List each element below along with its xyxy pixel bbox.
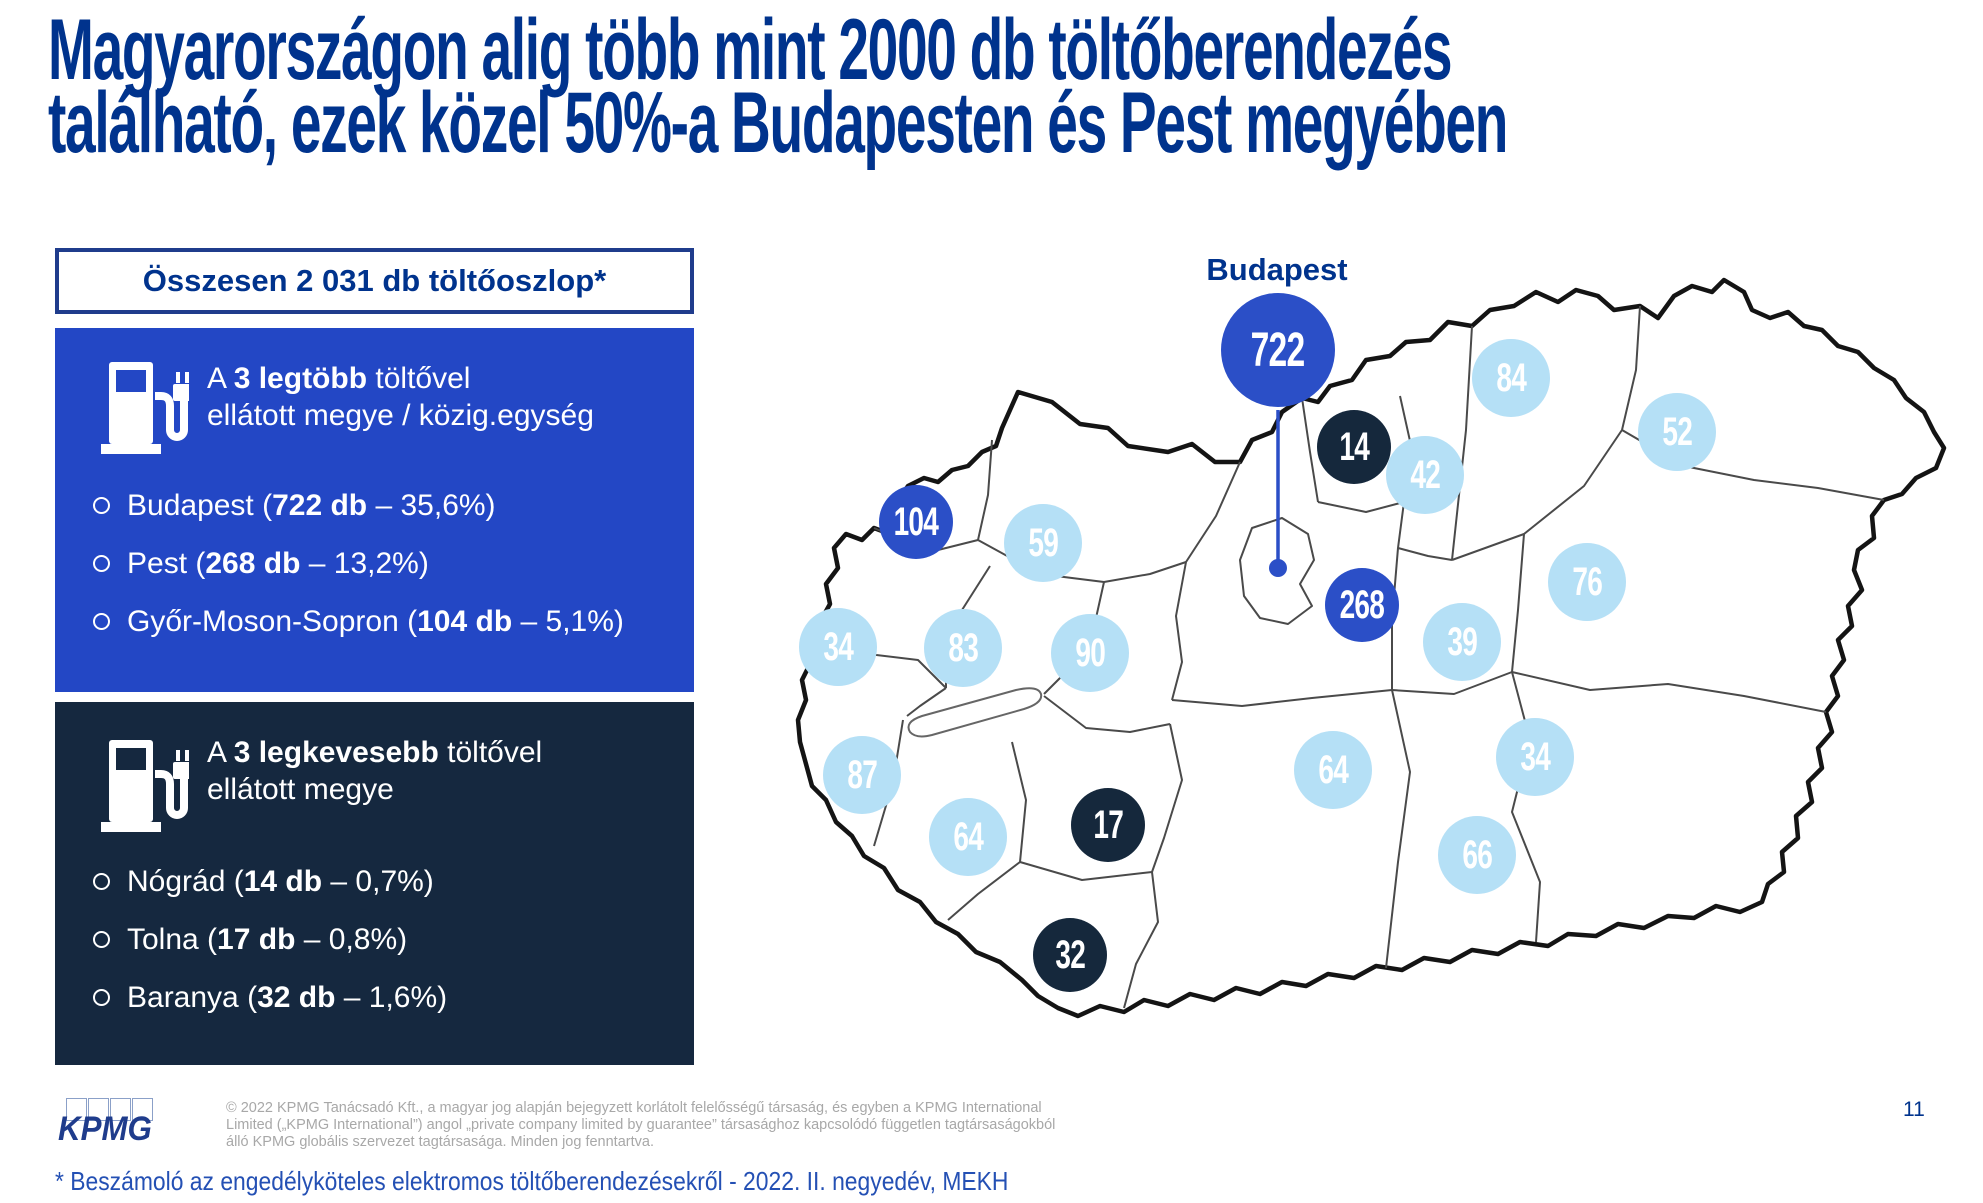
list-item: Baranya (32 db – 1,6%) xyxy=(93,982,447,1013)
source-footnote: * Beszámoló az engedélyköteles elektromo… xyxy=(55,1166,1009,1196)
list-item: Tolna (17 db – 0,8%) xyxy=(93,924,447,955)
item-prefix: Tolna ( xyxy=(127,923,218,956)
bullet-circle-icon xyxy=(93,497,110,514)
budapest-dot xyxy=(1269,559,1287,577)
bullet-circle-icon xyxy=(93,555,110,572)
item-value: 104 db xyxy=(417,605,513,638)
list-item: Győr-Moson-Sopron (104 db – 5,1%) xyxy=(93,606,624,637)
heading-pre: A xyxy=(207,736,234,769)
bottom-panel-list: Nógrád (14 db – 0,7%) Tolna (17 db – 0,8… xyxy=(93,866,447,1013)
page-title: Magyarországon alig több mint 2000 db tö… xyxy=(48,2,1508,171)
item-value: 17 db xyxy=(217,923,296,956)
item-value: 14 db xyxy=(243,865,323,898)
item-suffix: – 0,8%) xyxy=(295,923,408,956)
top-panel-heading: A 3 legtöbb töltővel ellátott megye / kö… xyxy=(207,360,594,434)
list-item: Pest (268 db – 13,2%) xyxy=(93,548,624,579)
heading-bold: 3 legkevesebb xyxy=(233,736,439,769)
item-suffix: – 1,6%) xyxy=(335,981,448,1014)
bullet-circle-icon xyxy=(93,873,110,890)
hungary-outline xyxy=(795,277,1947,1019)
bullet-circle-icon xyxy=(93,989,110,1006)
heading-pre: A xyxy=(207,362,234,395)
budapest-label: Budapest xyxy=(1206,252,1348,287)
bottom-panel-heading: A 3 legkevesebb töltővel ellátott megye xyxy=(207,734,542,808)
item-value: 722 db xyxy=(272,489,368,522)
total-chargers-box: Összesen 2 031 db töltőoszlop* xyxy=(55,248,694,314)
item-value: 268 db xyxy=(205,547,301,580)
top-counties-panel: A 3 legtöbb töltővel ellátott megye / kö… xyxy=(55,328,694,692)
heading-bold: 3 legtöbb xyxy=(233,362,368,395)
heading-post: töltővel xyxy=(438,736,543,769)
item-prefix: Nógrád ( xyxy=(127,865,244,898)
lake-balaton xyxy=(907,687,1043,738)
county-borders xyxy=(811,305,1885,1009)
heading-line2: ellátott megye / közig.egység xyxy=(207,399,594,432)
page-number: 11 xyxy=(1903,1098,1925,1121)
list-item: Nógrád (14 db – 0,7%) xyxy=(93,866,447,897)
kpmg-logo-squares-icon xyxy=(66,1098,154,1121)
kpmg-logo-text: KPMG xyxy=(58,1110,152,1148)
copyright-text: © 2022 KPMG Tanácsadó Kft., a magyar jog… xyxy=(226,1100,1056,1150)
top-panel-list: Budapest (722 db – 35,6%) Pest (268 db –… xyxy=(93,490,624,637)
charging-station-icon xyxy=(101,740,189,832)
item-prefix: Pest ( xyxy=(127,547,206,580)
bullet-circle-icon xyxy=(93,613,110,630)
title-line-2: található, ezek közel 50%-a Budapesten é… xyxy=(48,75,1508,171)
charging-station-icon xyxy=(101,362,189,454)
item-suffix: – 0,7%) xyxy=(322,865,434,898)
item-prefix: Győr-Moson-Sopron ( xyxy=(127,605,418,638)
item-suffix: – 35,6%) xyxy=(367,489,496,522)
item-suffix: – 13,2%) xyxy=(300,547,429,580)
heading-line2: ellátott megye xyxy=(207,773,394,806)
bottom-counties-panel: A 3 legkevesebb töltővel ellátott megye … xyxy=(55,702,694,1065)
title-line-1: Magyarországon alig több mint 2000 db tö… xyxy=(48,2,1452,98)
total-chargers-text: Összesen 2 031 db töltőoszlop* xyxy=(142,263,607,298)
kpmg-logo: KPMG xyxy=(58,1096,208,1156)
item-value: 32 db xyxy=(257,981,336,1014)
budapest-outline xyxy=(1239,517,1315,625)
heading-post: töltővel xyxy=(367,362,471,395)
bullet-circle-icon xyxy=(93,931,110,948)
item-prefix: Baranya ( xyxy=(127,981,258,1014)
list-item: Budapest (722 db – 35,6%) xyxy=(93,490,624,521)
item-prefix: Budapest ( xyxy=(127,489,273,522)
item-suffix: – 5,1%) xyxy=(512,605,624,638)
